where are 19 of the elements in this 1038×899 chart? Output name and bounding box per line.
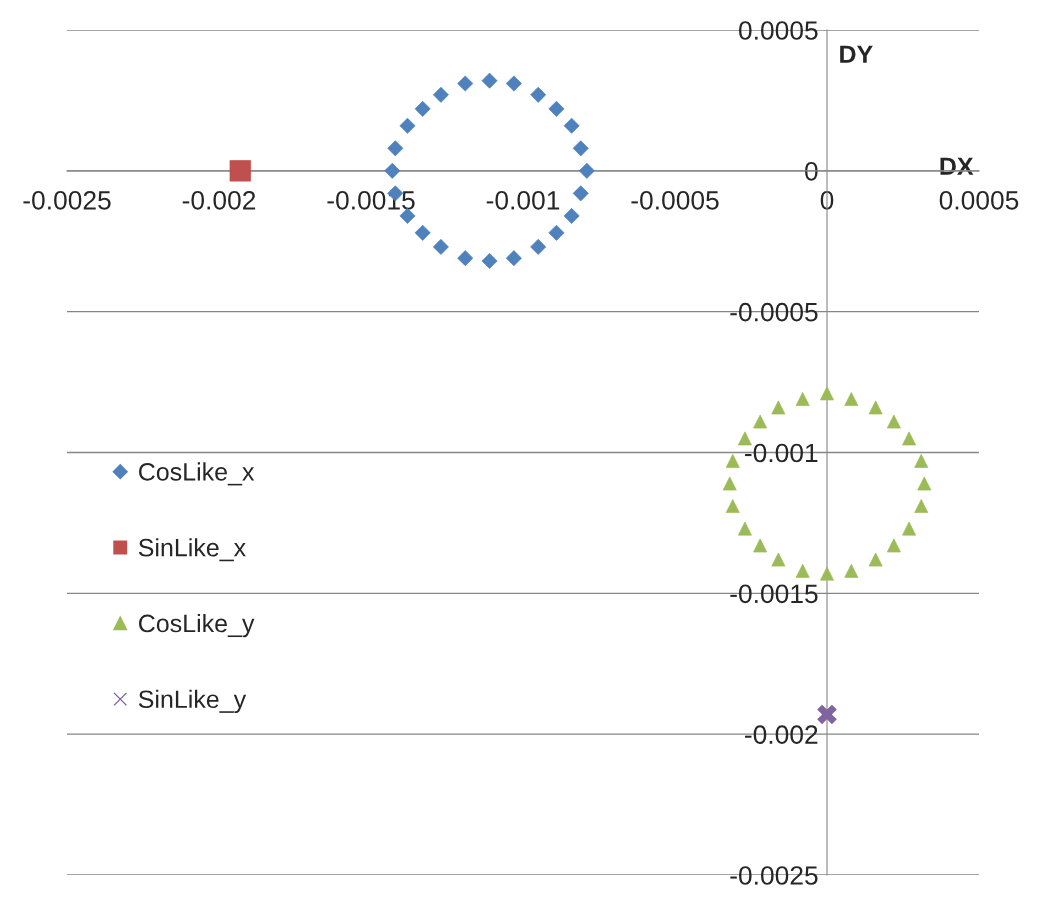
legend-label: CosLike_x	[139, 462, 255, 486]
x-tick-label: -0.0015	[327, 190, 415, 210]
legend-label: SinLike_y	[138, 689, 247, 714]
x-tick-label: -0.0005	[631, 190, 719, 210]
y-tick-label: 0.0005	[738, 21, 818, 40]
point	[817, 704, 837, 725]
x-tick-label: 0.0005	[939, 190, 1019, 210]
x-axis-title: DX	[940, 157, 974, 175]
x-tick-label: 0	[820, 190, 834, 210]
legend-label: SinLike_x	[138, 538, 246, 562]
point	[572, 140, 589, 157]
x-tick-label: -0.002	[182, 190, 256, 210]
y-tick-label: 0	[805, 161, 818, 181]
legend-label: CosLike_y	[139, 613, 255, 638]
y-axis-title: DY	[840, 45, 873, 63]
y-tick-label: -0.0025	[730, 866, 818, 885]
x-tick-label: -0.0025	[23, 190, 111, 210]
x-tick-label: -0.001	[486, 190, 560, 210]
y-tick-label: -0.002	[745, 725, 818, 744]
